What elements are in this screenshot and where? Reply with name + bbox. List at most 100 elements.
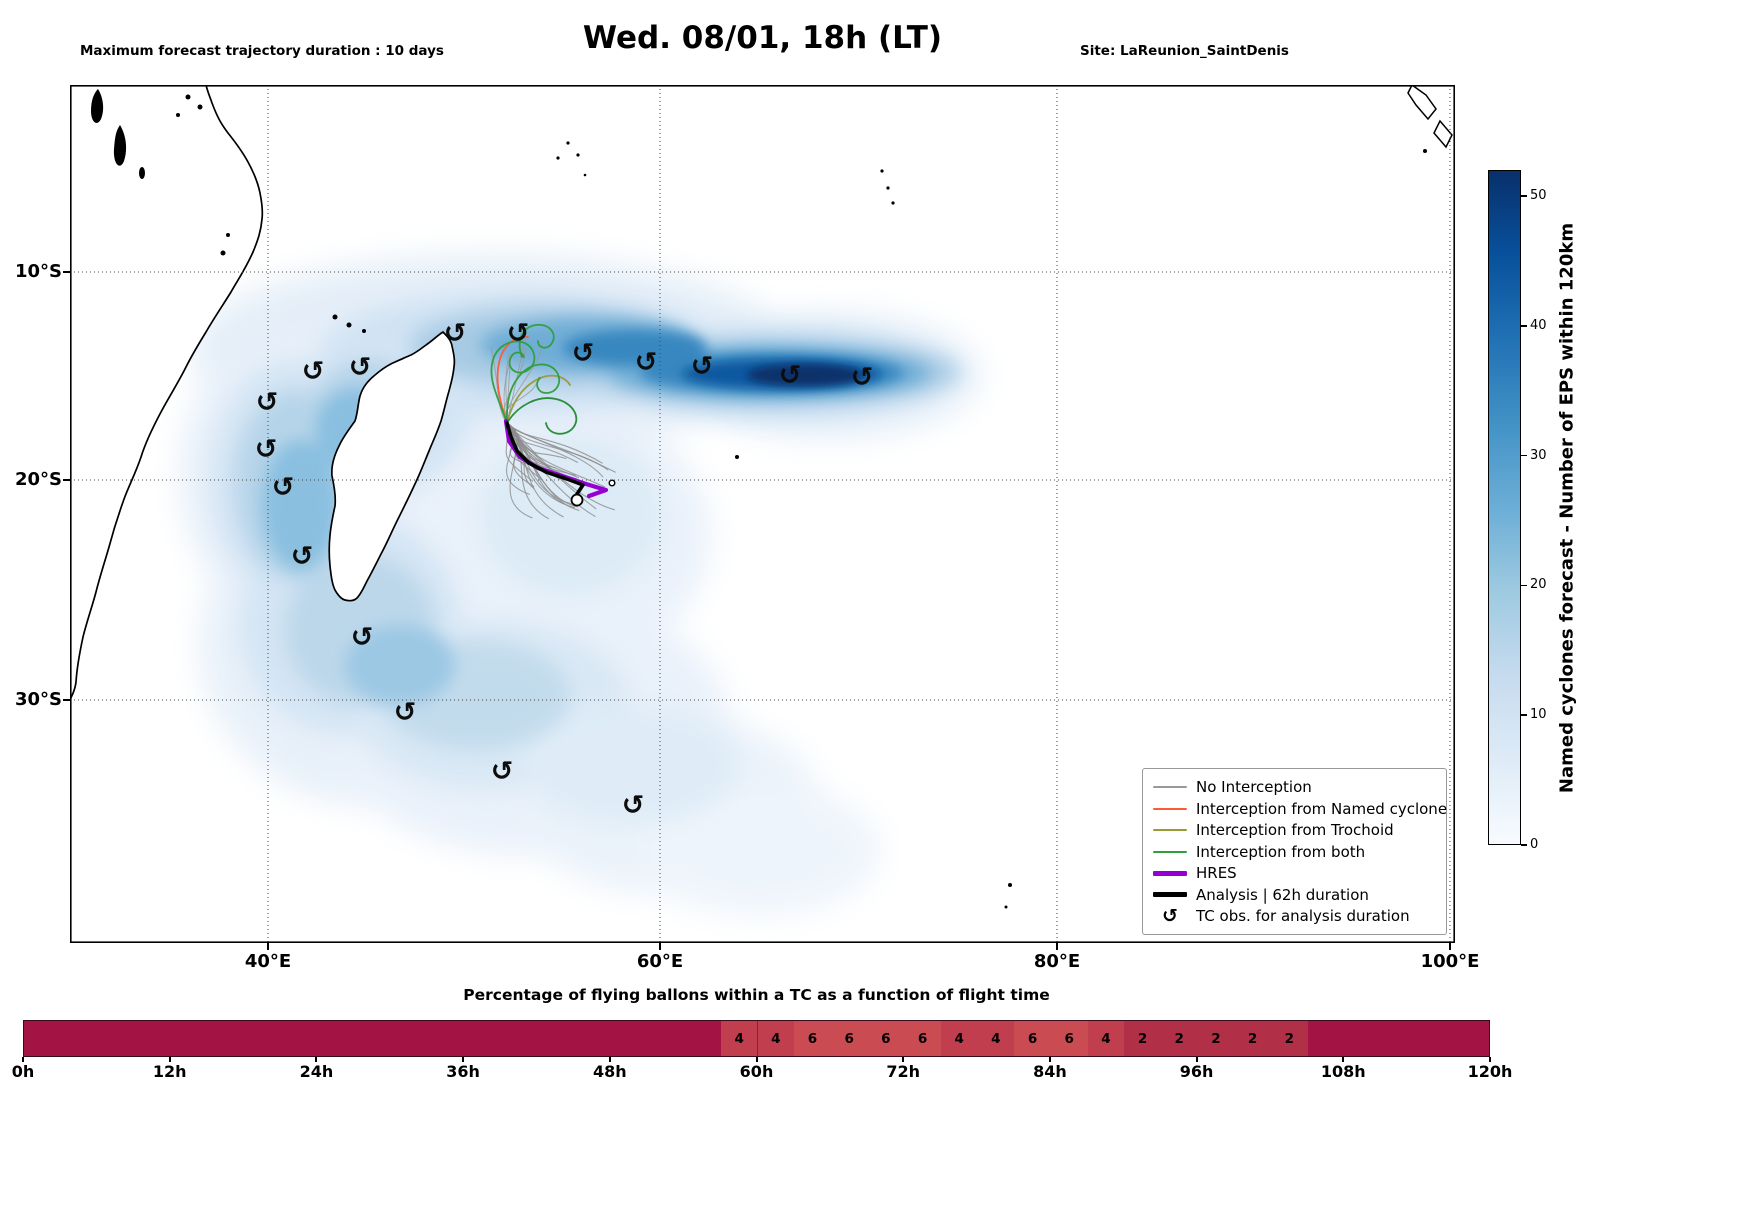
bottom-chart-title: Percentage of flying ballons within a TC… (463, 986, 1050, 1004)
colorbar-tick-mark (1521, 584, 1527, 587)
flight-time-cell: 6 (867, 1021, 905, 1056)
legend-line (1153, 829, 1187, 832)
flight-time-tick-mark (902, 1057, 905, 1062)
flight-time-tick-mark (1489, 1057, 1491, 1062)
eps-trajectory (490, 347, 508, 424)
lake-tanganyika (91, 89, 104, 123)
colorbar-tick-mark (1521, 195, 1527, 197)
param-max-duration: Maximum forecast trajectory duration : 1… (80, 43, 444, 59)
island-seychelles (566, 141, 570, 145)
flight-time-cell: 4 (940, 1021, 978, 1056)
interception-both-trajectory (505, 363, 560, 424)
island-rodrigues (735, 455, 739, 459)
colorbar-tick-label: 10 (1530, 707, 1547, 723)
x-tick-mark (267, 943, 269, 950)
tc-obs-symbol: ↺ (779, 360, 802, 391)
tc-obs-symbol: ↺ (394, 697, 417, 728)
interception-both-trajectory (506, 397, 578, 435)
flight-time-tick-label: 96h (1179, 1062, 1214, 1081)
legend-line (1153, 786, 1187, 789)
colorbar-tick-mark (1521, 325, 1527, 327)
legend-line-sample (1153, 892, 1187, 898)
colorbar-tick-label: 0 (1530, 837, 1539, 852)
legend-label: Analysis | 62h duration (1196, 885, 1369, 904)
eps-trajectories-no-interception (490, 334, 616, 520)
tc-obs-symbol: ↺ (491, 756, 514, 787)
y-tick-label: 20°S (14, 469, 62, 490)
legend-item: ↺ TC obs. for analysis duration (1153, 905, 1436, 928)
legend-line (1153, 870, 1187, 876)
flight-time-tick-label: 36h (446, 1062, 480, 1081)
tc-obs-symbol: ↺ (507, 318, 530, 349)
legend-item: Interception from Named cyclone (1153, 798, 1447, 820)
site-name: Site: LaReunion_SaintDenis (1080, 43, 1289, 59)
legend-line (1153, 892, 1187, 898)
legend-label: Interception from both (1196, 842, 1366, 861)
legend-item: Interception from Trochoid (1153, 820, 1436, 842)
interception-both-trajectory (490, 340, 536, 424)
interception-both-trajectory (518, 323, 555, 358)
legend-item: Interception from both (1153, 841, 1436, 863)
island-zanzibar (220, 250, 226, 256)
hres-and-analysis-tracks (503, 418, 609, 507)
legend-line (1153, 850, 1187, 853)
tc-obs-symbol: ↺ (351, 622, 374, 653)
tc-obs-symbol: ↺ (302, 356, 325, 387)
eps-trajectory (506, 422, 604, 478)
legend-item: Analysis | 62h duration (1153, 884, 1436, 906)
tc-obs-symbol: ↺ (444, 318, 467, 349)
flight-time-cell: 2 (1124, 1021, 1161, 1056)
island-chagos (880, 169, 884, 173)
colorbar-tick-label: 30 (1530, 447, 1547, 463)
flight-time-tick-mark (22, 1057, 24, 1062)
map-legend: No Interception Interception from Named c… (1142, 767, 1447, 935)
legend-line-sample (1153, 850, 1187, 853)
colorbar-tick-label: 40 (1530, 317, 1547, 333)
flight-time-tick-label: 0h (11, 1062, 35, 1081)
flight-time-cell: 2 (1270, 1021, 1308, 1056)
flight-time-tick-mark (315, 1057, 318, 1062)
x-tick-mark (1056, 943, 1058, 950)
tc-obs-symbol: ↺ (851, 362, 874, 393)
eps-trajectory (506, 422, 606, 488)
legend-label: Interception from Named cyclone (1196, 799, 1448, 818)
flight-time-cell: 6 (794, 1021, 831, 1056)
tc-obs-symbol: ↺ (635, 347, 658, 378)
tc-obs-symbol: ↺ (1162, 905, 1178, 928)
flight-time-tick-label: 84h (1033, 1062, 1067, 1081)
tc-obs-symbol: ↺ (572, 338, 595, 369)
analysis-track (505, 421, 585, 496)
tc-obs-symbol: ↺ (622, 790, 645, 821)
legend-item: No Interception (1153, 777, 1436, 799)
x-tick-mark (1449, 943, 1451, 950)
legend-line (1153, 807, 1187, 810)
tc-obs-symbol: ↺ (272, 472, 295, 503)
legend-line-sample (1153, 807, 1187, 810)
legend-label: No Interception (1196, 778, 1312, 797)
x-tick-label: 40°E (244, 951, 292, 972)
figure-title: Wed. 08/01, 18h (LT) (582, 20, 943, 56)
x-tick-label: 60°E (636, 951, 684, 972)
legend-line-sample (1153, 786, 1187, 789)
tc-obs-symbol: ↺ (255, 434, 278, 465)
landmass-sumatra (1407, 85, 1437, 121)
flight-time-cell: 6 (1050, 1021, 1088, 1056)
colorbar-tick-label: 50 (1530, 187, 1547, 203)
flight-time-cell: 2 (1234, 1021, 1271, 1056)
tc-obs-symbol: ↺ (691, 351, 714, 382)
tc-obs-symbol: ↺ (349, 352, 372, 383)
colorbar-label: Named cyclones forecast - Number of EPS … (1556, 222, 1578, 793)
y-tick-mark (63, 479, 70, 481)
island-pemba (226, 233, 230, 237)
x-tick-label: 80°E (1033, 951, 1081, 972)
colorbar (1488, 170, 1521, 845)
tc-obs-symbol: ↺ (291, 541, 314, 572)
y-tick-mark (63, 699, 70, 701)
interception-named-cyclone-trajectory (496, 335, 529, 424)
flight-time-tick-label: 60h (739, 1062, 774, 1081)
flight-time-tick-mark (1048, 1057, 1051, 1062)
y-tick-label: 10°S (14, 261, 62, 282)
legend-line-sample (1153, 829, 1187, 832)
